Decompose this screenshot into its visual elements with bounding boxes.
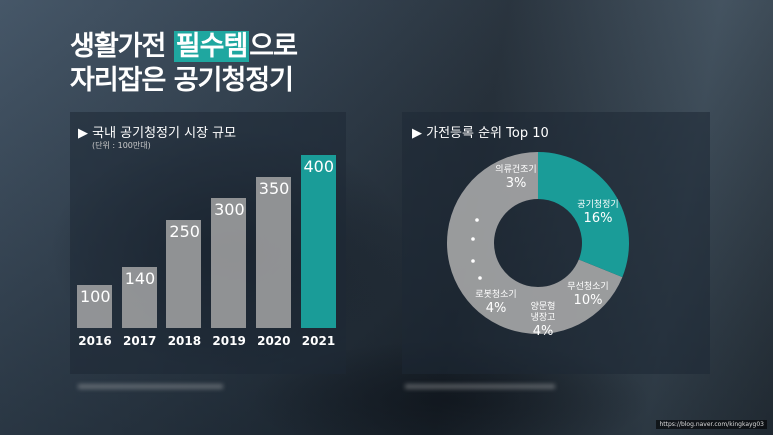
- page-title: 생활가전 필수템으로 자리잡은 공기청정기: [70, 30, 298, 98]
- bar-2020: [255, 176, 291, 328]
- slice-label-air-purifier: 공기청정기 16%: [577, 200, 619, 226]
- bar-2018: [166, 219, 202, 328]
- x-tick-label: 2018: [167, 334, 202, 348]
- bar-value-label: 300: [214, 200, 245, 220]
- x-tick-label: 2017: [122, 334, 157, 348]
- slice-air-purifier: [538, 152, 629, 278]
- bar-value-label: 400: [303, 157, 335, 176]
- more-dot: [478, 276, 482, 280]
- title-highlight: 필수템: [173, 31, 250, 62]
- donut-chart: [447, 152, 629, 334]
- bar-value-label: 350: [258, 178, 290, 198]
- slice-label-dryer: 의류건조기 3%: [495, 165, 537, 191]
- slice-label-fridge: 양문형 냉장고 4%: [530, 302, 556, 339]
- title-text: 생활가전: [70, 31, 174, 62]
- watermark: https://blog.naver.com/kingkayg03: [656, 420, 767, 429]
- slice-label-cordless-vacuum: 무선청소기 10%: [567, 282, 609, 308]
- blurred-caption: [78, 384, 223, 389]
- more-dot: [475, 218, 479, 222]
- donut-chart-title: ▶ 가전등록 순위 Top 10: [412, 126, 549, 141]
- donut-chart-panel: ▶ 가전등록 순위 Top 10 의류건조기 3% 공기청정기 16% 무선청소기 1…: [402, 112, 710, 374]
- x-tick-label: 2020: [257, 334, 291, 348]
- slice-label-robot-vacuum: 로봇청소기 4%: [475, 290, 517, 316]
- bar-chart-unit: (단위 : 100만대): [92, 141, 151, 150]
- bar-2016: [77, 284, 112, 328]
- bar-2017: [121, 267, 157, 328]
- bar-chart-panel: ▶ 국내 공기청정기 시장 규모 (단위 : 100만대) 100 2016 140…: [70, 112, 346, 374]
- bar-2021: [300, 155, 336, 328]
- more-dot: [471, 259, 475, 263]
- bar-value-label: 100: [80, 286, 111, 306]
- blurred-caption: [405, 384, 555, 389]
- more-dot: [471, 237, 475, 241]
- bar-2019: [211, 198, 247, 328]
- title-line2: 자리잡은 공기청정기: [70, 65, 294, 96]
- x-tick-label: 2016: [78, 334, 112, 348]
- title-text: 으로: [249, 31, 298, 62]
- x-tick-label: 2019: [212, 334, 246, 348]
- slice-others: [447, 152, 623, 334]
- bar-value-label: 140: [124, 269, 156, 289]
- bar-chart-title: ▶ 국내 공기청정기 시장 규모: [78, 126, 237, 141]
- bar-value-label: 250: [169, 221, 200, 241]
- x-tick-label: 2021: [301, 334, 336, 348]
